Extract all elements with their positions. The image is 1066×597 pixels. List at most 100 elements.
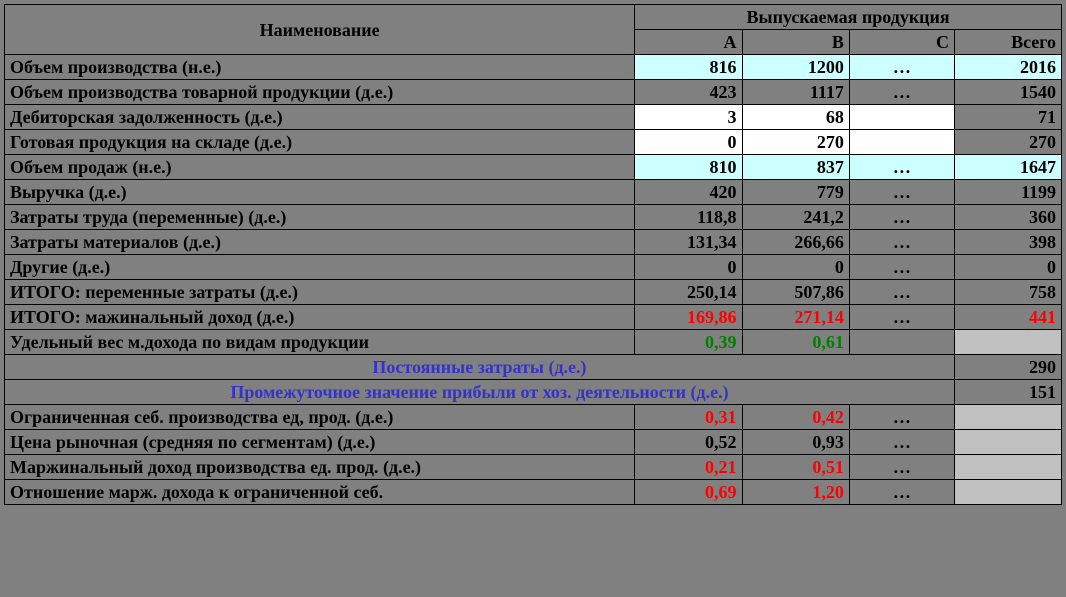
cell-c: …	[849, 455, 954, 480]
section-label: Постоянные затраты (д.е.)	[5, 355, 955, 380]
cell-a: 118,8	[635, 205, 742, 230]
row-label: Готовая продукция на складе (д.е.)	[5, 130, 635, 155]
cell-b: 507,86	[742, 280, 849, 305]
financial-table: Наименование Выпускаемая продукция А В С…	[4, 4, 1062, 505]
cell-total	[954, 330, 1061, 355]
cell-b: 0,51	[742, 455, 849, 480]
table-row: Отношение марж. дохода к ограниченной се…	[5, 480, 1062, 505]
cell-a: 816	[635, 55, 742, 80]
cell-total: 1199	[954, 180, 1061, 205]
cell-b: 837	[742, 155, 849, 180]
section-row-interim-profit: Промежуточное значение прибыли от хоз. д…	[5, 380, 1062, 405]
cell-b: 271,14	[742, 305, 849, 330]
cell-b: 779	[742, 180, 849, 205]
cell-c: …	[849, 155, 954, 180]
cell-b: 1200	[742, 55, 849, 80]
cell-total: 270	[954, 130, 1061, 155]
row-label: Объем продаж (н.е.)	[5, 155, 635, 180]
cell-c: …	[849, 480, 954, 505]
cell-b: 1117	[742, 80, 849, 105]
cell-c: …	[849, 255, 954, 280]
table-row: Удельный вес м.дохода по видам продукции…	[5, 330, 1062, 355]
cell-a: 3	[635, 105, 742, 130]
cell-c: …	[849, 230, 954, 255]
cell-total: 0	[954, 255, 1061, 280]
cell-a: 169,86	[635, 305, 742, 330]
cell-b: 0,61	[742, 330, 849, 355]
cell-a: 810	[635, 155, 742, 180]
cell-c: …	[849, 205, 954, 230]
row-label: Другие (д.е.)	[5, 255, 635, 280]
header-row-1: Наименование Выпускаемая продукция	[5, 5, 1062, 30]
row-label: Маржинальный доход производства ед. прод…	[5, 455, 635, 480]
cell-a: 0,31	[635, 405, 742, 430]
table-row: Ограниченная себ. производства ед, прод.…	[5, 405, 1062, 430]
cell-c	[849, 130, 954, 155]
cell-total: 1647	[954, 155, 1061, 180]
row-label: ИТОГО: мажинальный доход (д.е.)	[5, 305, 635, 330]
cell-total: 2016	[954, 55, 1061, 80]
table-row: Маржинальный доход производства ед. прод…	[5, 455, 1062, 480]
cell-a: 250,14	[635, 280, 742, 305]
cell-c: …	[849, 180, 954, 205]
row-label: Затраты материалов (д.е.)	[5, 230, 635, 255]
table-row: ИТОГО: переменные затраты (д.е.) 250,14 …	[5, 280, 1062, 305]
table-row: Дебиторская задолженность (д.е.) 3 68 71	[5, 105, 1062, 130]
table-row: Объем производства (н.е.) 816 1200 … 201…	[5, 55, 1062, 80]
cell-c: …	[849, 280, 954, 305]
row-label: ИТОГО: переменные затраты (д.е.)	[5, 280, 635, 305]
cell-total	[954, 405, 1061, 430]
row-label: Ограниченная себ. производства ед, прод.…	[5, 405, 635, 430]
cell-a: 0	[635, 130, 742, 155]
header-name: Наименование	[5, 5, 635, 55]
cell-total: 398	[954, 230, 1061, 255]
table-row: Готовая продукция на складе (д.е.) 0 270…	[5, 130, 1062, 155]
row-label: Выручка (д.е.)	[5, 180, 635, 205]
cell-b: 1,20	[742, 480, 849, 505]
table-row: Затраты труда (переменные) (д.е.) 118,8 …	[5, 205, 1062, 230]
cell-c: …	[849, 305, 954, 330]
cell-b: 241,2	[742, 205, 849, 230]
header-products-group: Выпускаемая продукция	[635, 5, 1062, 30]
cell-a: 0,21	[635, 455, 742, 480]
row-label: Удельный вес м.дохода по видам продукции	[5, 330, 635, 355]
table-row: Затраты материалов (д.е.) 131,34 266,66 …	[5, 230, 1062, 255]
cell-c	[849, 330, 954, 355]
cell-c: …	[849, 55, 954, 80]
header-col-total: Всего	[954, 30, 1061, 55]
table-row: ИТОГО: мажинальный доход (д.е.) 169,86 2…	[5, 305, 1062, 330]
header-col-c: С	[849, 30, 954, 55]
cell-b: 270	[742, 130, 849, 155]
row-label: Цена рыночная (средняя по сегментам) (д.…	[5, 430, 635, 455]
table-row: Объем продаж (н.е.) 810 837 … 1647	[5, 155, 1062, 180]
cell-a: 131,34	[635, 230, 742, 255]
cell-total: 151	[954, 380, 1061, 405]
row-label: Отношение марж. дохода к ограниченной се…	[5, 480, 635, 505]
cell-total: 758	[954, 280, 1061, 305]
table-row: Другие (д.е.) 0 0 … 0	[5, 255, 1062, 280]
table-row: Цена рыночная (средняя по сегментам) (д.…	[5, 430, 1062, 455]
cell-c: …	[849, 405, 954, 430]
cell-total: 441	[954, 305, 1061, 330]
cell-b: 0,42	[742, 405, 849, 430]
cell-total	[954, 430, 1061, 455]
section-label: Промежуточное значение прибыли от хоз. д…	[5, 380, 955, 405]
cell-total: 71	[954, 105, 1061, 130]
cell-total	[954, 480, 1061, 505]
table-row: Объем производства товарной продукции (д…	[5, 80, 1062, 105]
header-col-b: В	[742, 30, 849, 55]
cell-b: 68	[742, 105, 849, 130]
cell-a: 0,39	[635, 330, 742, 355]
section-row-fixed-costs: Постоянные затраты (д.е.) 290	[5, 355, 1062, 380]
cell-c: …	[849, 430, 954, 455]
cell-b: 266,66	[742, 230, 849, 255]
cell-a: 420	[635, 180, 742, 205]
row-label: Дебиторская задолженность (д.е.)	[5, 105, 635, 130]
cell-a: 423	[635, 80, 742, 105]
row-label: Объем производства (н.е.)	[5, 55, 635, 80]
cell-a: 0	[635, 255, 742, 280]
cell-total: 360	[954, 205, 1061, 230]
header-col-a: А	[635, 30, 742, 55]
row-label: Объем производства товарной продукции (д…	[5, 80, 635, 105]
row-label: Затраты труда (переменные) (д.е.)	[5, 205, 635, 230]
